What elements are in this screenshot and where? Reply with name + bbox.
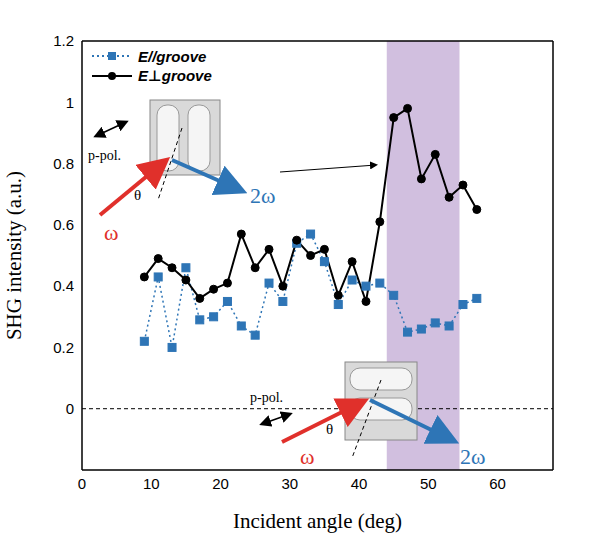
- svg-text:60: 60: [489, 475, 506, 492]
- svg-text:10: 10: [143, 475, 160, 492]
- svg-text:20: 20: [212, 475, 229, 492]
- svg-text:θ: θ: [326, 421, 333, 437]
- svg-text:2ω: 2ω: [460, 444, 485, 469]
- svg-text:SHG intensity (a.u.): SHG intensity (a.u.): [2, 171, 26, 340]
- svg-text:ω: ω: [104, 220, 118, 245]
- svg-text:1: 1: [66, 94, 74, 111]
- svg-text:Incident angle (deg): Incident angle (deg): [233, 509, 402, 533]
- svg-text:p-pol.: p-pol.: [250, 390, 283, 405]
- svg-text:0: 0: [78, 475, 86, 492]
- svg-text:ω: ω: [300, 444, 314, 469]
- svg-text:p-pol.: p-pol.: [88, 148, 121, 163]
- svg-text:30: 30: [281, 475, 298, 492]
- svg-text:0.2: 0.2: [53, 339, 74, 356]
- svg-text:1.2: 1.2: [53, 32, 74, 49]
- svg-text:0.4: 0.4: [53, 277, 74, 294]
- svg-text:2ω: 2ω: [250, 183, 275, 208]
- svg-text:0: 0: [66, 400, 74, 417]
- html-text:E⊥groove: E⊥groove: [138, 67, 212, 84]
- html-text:E//groove: E//groove: [138, 47, 207, 65]
- svg-text:θ: θ: [134, 187, 141, 203]
- svg-text:40: 40: [351, 475, 368, 492]
- svg-text:0.6: 0.6: [53, 216, 74, 233]
- svg-text:50: 50: [420, 475, 437, 492]
- svg-text:0.8: 0.8: [53, 155, 74, 172]
